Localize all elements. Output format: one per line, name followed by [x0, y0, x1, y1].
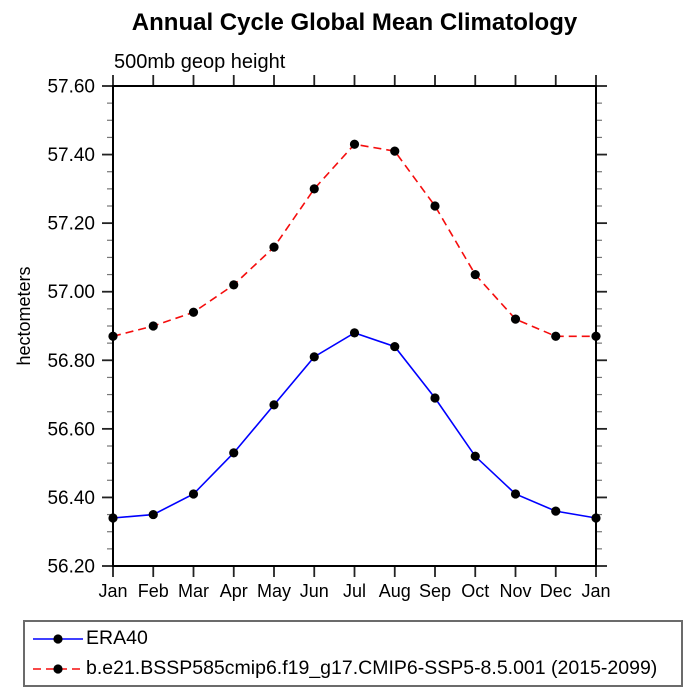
x-tick-label: Dec: [540, 581, 572, 601]
y-tick-label: 56.20: [47, 557, 95, 578]
data-point-marker: [551, 506, 561, 516]
y-tick-label: 56.40: [47, 488, 95, 509]
legend-label-era40: ERA40: [86, 627, 148, 649]
data-point-marker: [309, 352, 319, 362]
y-tick-label: 57.60: [47, 77, 95, 98]
data-point-marker: [349, 139, 360, 149]
data-point-marker: [470, 451, 480, 461]
legend-label-model: b.e21.BSSP585cmip6.f19_g17.CMIP6-SSP5-8.…: [86, 657, 658, 679]
data-point-marker: [591, 331, 601, 341]
legend-item-model: b.e21.BSSP585cmip6.f19_g17.CMIP6-SSP5-8.…: [30, 654, 681, 684]
data-point-marker: [309, 184, 319, 194]
data-point-marker: [148, 509, 158, 520]
data-point-marker: [510, 489, 521, 499]
chart-title: Annual Cycle Global Mean Climatology: [131, 9, 578, 36]
data-point-marker: [148, 321, 158, 331]
data-point-marker: [430, 201, 440, 211]
y-tick-label: 56.80: [47, 351, 95, 372]
data-point-marker: [390, 146, 400, 156]
data-point-marker: [390, 341, 400, 352]
data-point-marker: [470, 269, 480, 280]
legend-box: ERA40 b.e21.BSSP585cmip6.f19_g17.CMIP6-S…: [23, 620, 683, 687]
y-tick-label: 56.60: [47, 419, 95, 440]
data-point-marker: [430, 393, 440, 403]
y-tick-label: 57.00: [47, 282, 95, 303]
x-tick-label: Nov: [499, 581, 531, 601]
x-tick-label: Sep: [419, 581, 451, 601]
chart-subtitle: 500mb geop height: [114, 51, 286, 73]
legend-item-era40: ERA40: [30, 624, 681, 654]
data-point-marker: [108, 513, 118, 523]
y-tick-label: 57.20: [47, 214, 95, 235]
data-point-marker: [269, 400, 279, 410]
x-tick-label: Oct: [461, 581, 489, 601]
x-tick-label: Aug: [379, 581, 411, 601]
x-tick-label: Jan: [581, 581, 610, 601]
x-tick-label: Jun: [300, 581, 329, 601]
x-tick-label: Feb: [138, 581, 169, 601]
data-point-marker: [188, 307, 199, 317]
data-point-marker: [551, 331, 561, 341]
data-point-marker: [591, 513, 601, 523]
data-point-marker: [349, 328, 360, 338]
y-tick-label: 57.40: [47, 145, 95, 166]
series-line: [112, 143, 596, 338]
era40-line-sample-icon: [33, 633, 83, 644]
x-tick-label: Mar: [178, 581, 209, 601]
model-line-sample-icon: [33, 663, 83, 674]
x-tick-label: May: [257, 581, 291, 601]
data-point-marker: [510, 314, 521, 324]
data-point-marker: [229, 448, 239, 458]
data-point-marker: [269, 242, 279, 252]
data-point-marker: [229, 280, 239, 290]
data-point-marker: [188, 489, 199, 499]
x-tick-label: Jul: [343, 581, 366, 601]
x-tick-label: Apr: [220, 581, 248, 601]
data-point-marker: [108, 331, 118, 341]
series-line: [112, 331, 597, 519]
x-tick-label: Jan: [98, 581, 127, 601]
